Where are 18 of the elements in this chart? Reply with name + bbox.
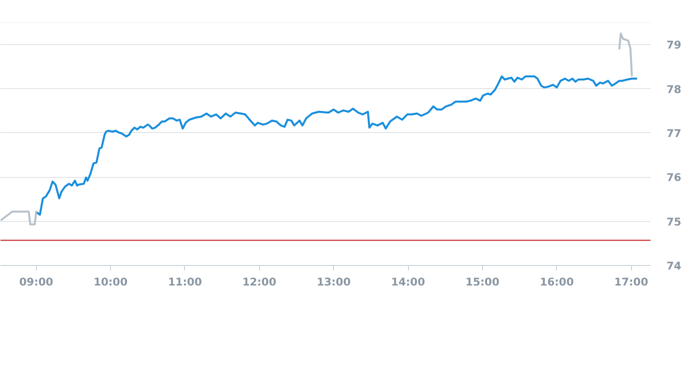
x-tick-label: 13:00 xyxy=(316,276,351,288)
y-tick-label: 76 xyxy=(666,171,682,184)
x-tick-label: 10:00 xyxy=(94,276,128,288)
x-tick-label: 17:00 xyxy=(614,276,648,288)
x-tick-label: 12:00 xyxy=(242,276,276,288)
line-series xyxy=(618,32,633,78)
x-tick-label: 09:00 xyxy=(19,276,54,288)
x-tick-label: 15:00 xyxy=(465,276,500,288)
x-tick-label: 11:00 xyxy=(168,276,202,288)
x-tick-label: 14:00 xyxy=(391,276,426,288)
line-series xyxy=(36,75,638,216)
line-series xyxy=(0,210,38,226)
x-tick-label: 16:00 xyxy=(540,276,574,288)
y-tick-label: 74 xyxy=(666,260,682,272)
y-tick-label: 77 xyxy=(666,126,682,140)
y-tick-label: 79 xyxy=(666,38,682,52)
y-tick-label: 75 xyxy=(666,215,682,228)
y-tick-label: 78 xyxy=(666,82,682,96)
